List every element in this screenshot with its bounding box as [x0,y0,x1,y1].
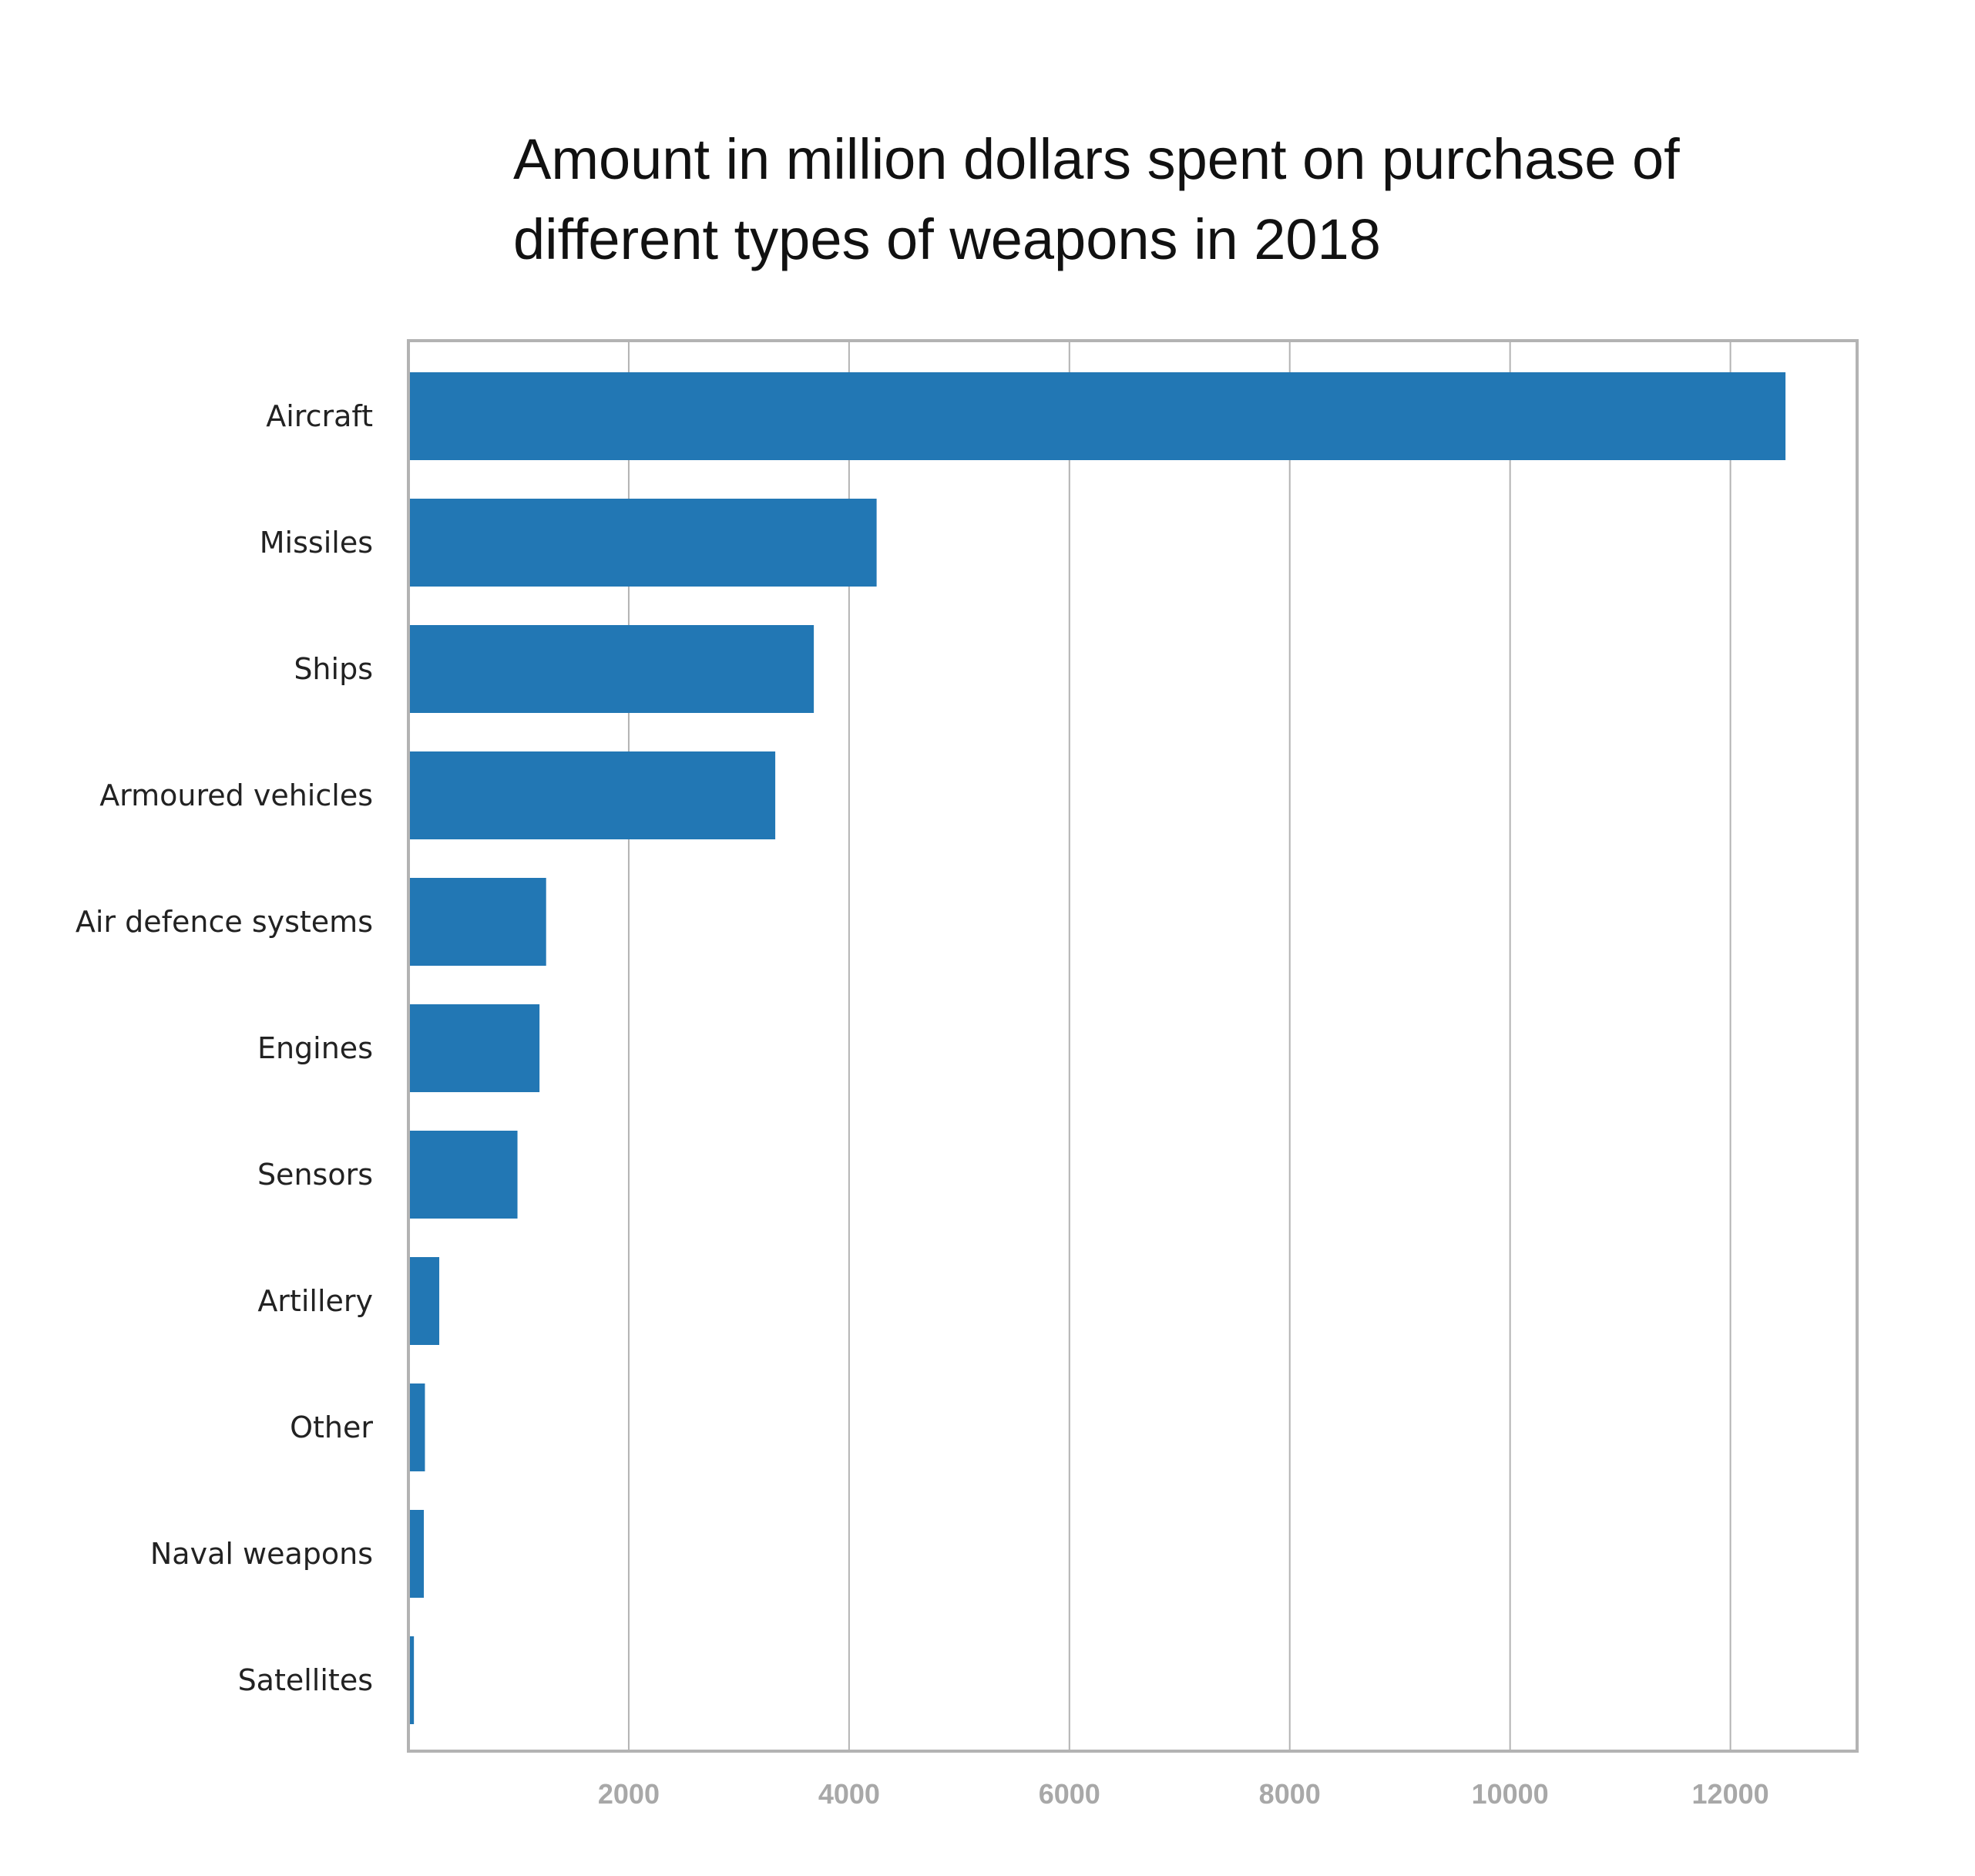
category-label-naval-weapons: Naval weapons [150,1537,373,1571]
category-label-air-defence-systems: Air defence systems [76,905,373,939]
category-label-sensors: Sensors [257,1158,373,1192]
bar-satellites [410,1636,415,1724]
bar-air-defence-systems [410,878,546,966]
bar-missiles [410,499,877,587]
bar-other [410,1383,425,1471]
x-tick-label-10000: 10000 [1472,1778,1549,1810]
category-label-satellites: Satellites [238,1663,373,1697]
x-tick-label-4000: 4000 [818,1778,880,1810]
plot-frame [407,339,1859,1753]
bar-ships [410,625,815,713]
category-label-ships: Ships [294,652,373,686]
bar-armoured-vehicles [410,751,776,839]
bars [410,372,1786,1724]
category-label-aircraft: Aircraft [266,399,373,433]
chart-title-line-2: different types of weapons in 2018 [513,207,1381,271]
bar-artillery [410,1257,440,1345]
category-label-other: Other [290,1410,373,1444]
category-label-engines: Engines [257,1031,373,1065]
x-tick-label-6000: 6000 [1039,1778,1100,1810]
x-tick-labels: 2000 4000 6000 8000 10000 12000 [598,1778,1769,1810]
category-label-artillery: Artillery [257,1284,373,1318]
chart-title-line-1: Amount in million dollars spent on purch… [513,127,1680,191]
bar-engines [410,1004,540,1092]
bar-aircraft [410,372,1786,460]
bar-sensors [410,1131,518,1219]
category-label-missiles: Missiles [260,526,373,560]
category-label-armoured-vehicles: Armoured vehicles [99,778,373,812]
bar-naval-weapons [410,1510,425,1598]
x-tick-label-12000: 12000 [1692,1778,1769,1810]
x-tick-label-2000: 2000 [598,1778,660,1810]
x-tick-label-8000: 8000 [1259,1778,1321,1810]
category-labels: Aircraft Missiles Ships Armoured vehicles Ai… [76,399,373,1697]
